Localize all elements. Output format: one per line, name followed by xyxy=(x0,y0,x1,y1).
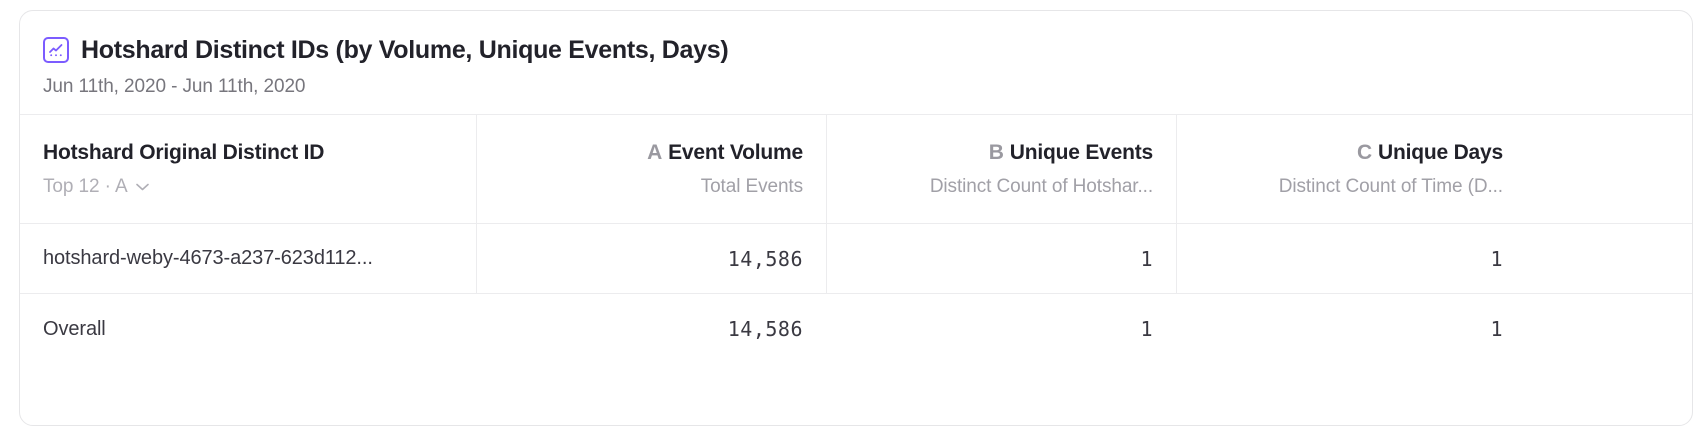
column-letter-c: C xyxy=(1357,140,1372,164)
table-total-row: Overall 14,586 1 1 xyxy=(20,294,1692,364)
total-cell-unique-days: 1 xyxy=(1176,294,1526,364)
chart-card: Hotshard Distinct IDs (by Volume, Unique… xyxy=(19,10,1693,426)
column-letter-a: A xyxy=(647,140,663,164)
overall-unique-events-value: 1 xyxy=(1140,317,1153,341)
column-header-unique-events[interactable]: B Unique Events Distinct Count of Hotshar… xyxy=(826,115,1176,223)
table-cell-distinct-id[interactable]: hotshard-weby-4673-a237-623d112... xyxy=(20,224,476,293)
table-cell-unique-days: 1 xyxy=(1176,224,1526,293)
column-subtitle-unique-events: Distinct Count of Hotshar... xyxy=(929,175,1153,197)
column-subtitle-unique-days: Distinct Count of Time (D... xyxy=(1278,175,1503,197)
column-header-event-volume-label: Event Volume xyxy=(668,140,803,164)
column-header-unique-days[interactable]: C Unique Days Distinct Count of Time (D..… xyxy=(1176,115,1526,223)
table-cell-event-volume: 14,586 xyxy=(476,224,826,293)
total-label-cell: Overall xyxy=(20,294,476,364)
distinct-id-label: hotshard-weby-4673-a237-623d112... xyxy=(43,247,373,269)
overall-event-volume-value: 14,586 xyxy=(727,317,803,341)
card-header: Hotshard Distinct IDs (by Volume, Unique… xyxy=(20,11,1692,114)
table-row[interactable]: hotshard-weby-4673-a237-623d112... 14,58… xyxy=(20,224,1692,294)
column-header-unique-days-label: Unique Days xyxy=(1378,140,1503,164)
group-breakdown-label: Top 12 · A xyxy=(43,175,128,197)
overall-unique-days-value: 1 xyxy=(1490,317,1503,341)
column-header-group-label: Hotshard Original Distinct ID xyxy=(43,140,325,164)
results-table: Hotshard Original Distinct ID Top 12 · A… xyxy=(20,114,1692,364)
table-header-row: Hotshard Original Distinct ID Top 12 · A… xyxy=(20,115,1692,224)
column-header-group[interactable]: Hotshard Original Distinct ID Top 12 · A xyxy=(20,115,476,223)
line-chart-icon xyxy=(43,37,69,63)
title-row: Hotshard Distinct IDs (by Volume, Unique… xyxy=(43,33,1692,67)
table-cell-unique-events: 1 xyxy=(826,224,1176,293)
overall-label: Overall xyxy=(43,317,106,340)
column-subtitle-event-volume: Total Events xyxy=(700,175,803,197)
date-range-label: Jun 11th, 2020 - Jun 11th, 2020 xyxy=(43,76,306,97)
event-volume-value: 14,586 xyxy=(727,246,803,271)
unique-days-value: 1 xyxy=(1490,246,1503,271)
column-letter-b: B xyxy=(988,140,1004,164)
column-header-event-volume[interactable]: A Event Volume Total Events xyxy=(476,115,826,223)
chevron-down-icon xyxy=(135,183,149,190)
group-breakdown-selector[interactable]: Top 12 · A xyxy=(43,176,149,198)
column-header-unique-events-label: Unique Events xyxy=(1009,140,1153,164)
total-cell-unique-events: 1 xyxy=(826,294,1176,364)
total-cell-event-volume: 14,586 xyxy=(476,294,826,364)
unique-events-value: 1 xyxy=(1140,246,1153,271)
page-title: Hotshard Distinct IDs (by Volume, Unique… xyxy=(81,35,729,64)
